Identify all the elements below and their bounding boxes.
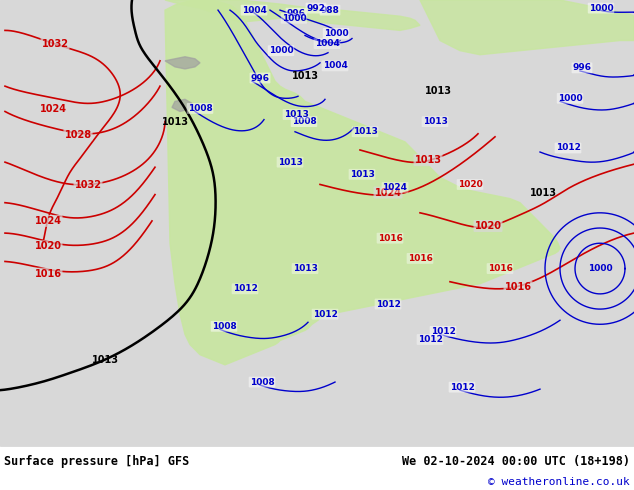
- Text: 1000: 1000: [588, 264, 612, 273]
- Text: 1013: 1013: [415, 155, 441, 165]
- Text: 1013: 1013: [292, 264, 318, 273]
- Text: 1008: 1008: [250, 378, 275, 387]
- Text: 1013: 1013: [91, 355, 119, 365]
- Text: 1012: 1012: [418, 335, 443, 344]
- Text: 996: 996: [573, 63, 592, 73]
- Text: 1013: 1013: [353, 127, 377, 136]
- Text: 996: 996: [287, 9, 306, 18]
- Text: 1028: 1028: [65, 130, 91, 140]
- Text: 1013: 1013: [423, 117, 448, 126]
- Text: 1016: 1016: [488, 264, 512, 273]
- Text: 1013: 1013: [278, 158, 302, 167]
- Text: 1024: 1024: [39, 104, 67, 115]
- Text: 1013: 1013: [349, 170, 375, 179]
- Text: 1020: 1020: [458, 180, 482, 189]
- Text: 1000: 1000: [281, 14, 306, 23]
- Text: 1013: 1013: [529, 188, 557, 197]
- Text: 1016: 1016: [408, 254, 432, 263]
- Text: 1012: 1012: [233, 284, 257, 294]
- Text: 1012: 1012: [450, 383, 474, 392]
- Text: 1024: 1024: [382, 183, 408, 192]
- Text: 1016: 1016: [378, 234, 403, 243]
- Polygon shape: [172, 99, 192, 112]
- Text: We 02-10-2024 00:00 UTC (18+198): We 02-10-2024 00:00 UTC (18+198): [402, 455, 630, 468]
- Text: 1004: 1004: [314, 39, 339, 48]
- Text: 1020: 1020: [474, 221, 501, 231]
- Text: © weatheronline.co.uk: © weatheronline.co.uk: [488, 477, 630, 487]
- Text: 1013: 1013: [292, 71, 318, 81]
- Text: 1000: 1000: [269, 46, 294, 55]
- Text: 1008: 1008: [188, 104, 212, 113]
- Text: 1008: 1008: [212, 322, 236, 331]
- Polygon shape: [165, 0, 420, 30]
- Text: 996: 996: [250, 74, 269, 82]
- Text: 1024: 1024: [34, 216, 61, 226]
- Text: 992: 992: [306, 3, 325, 13]
- Polygon shape: [165, 57, 200, 69]
- Text: 1004: 1004: [242, 5, 266, 15]
- Text: 1020: 1020: [34, 241, 61, 251]
- Text: 1008: 1008: [292, 117, 316, 126]
- Text: 1012: 1012: [313, 310, 337, 318]
- Text: 1016: 1016: [34, 269, 61, 279]
- Text: 1013: 1013: [283, 110, 308, 119]
- Text: 1004: 1004: [323, 61, 347, 71]
- Polygon shape: [165, 0, 560, 365]
- Text: 1024: 1024: [375, 188, 401, 197]
- Text: 1032: 1032: [75, 180, 101, 191]
- Text: 1000: 1000: [324, 29, 348, 38]
- Text: 1013: 1013: [425, 86, 451, 96]
- Polygon shape: [420, 0, 634, 55]
- Text: 1032: 1032: [41, 39, 68, 49]
- Text: 988: 988: [321, 5, 339, 15]
- Text: 1000: 1000: [558, 94, 582, 103]
- Text: 1013: 1013: [162, 117, 188, 126]
- Text: 1012: 1012: [375, 299, 401, 309]
- Text: Surface pressure [hPa] GFS: Surface pressure [hPa] GFS: [4, 455, 190, 468]
- Text: 1016: 1016: [505, 282, 531, 292]
- Text: 1012: 1012: [555, 144, 581, 152]
- Text: 1012: 1012: [430, 327, 455, 336]
- Text: 1000: 1000: [589, 3, 613, 13]
